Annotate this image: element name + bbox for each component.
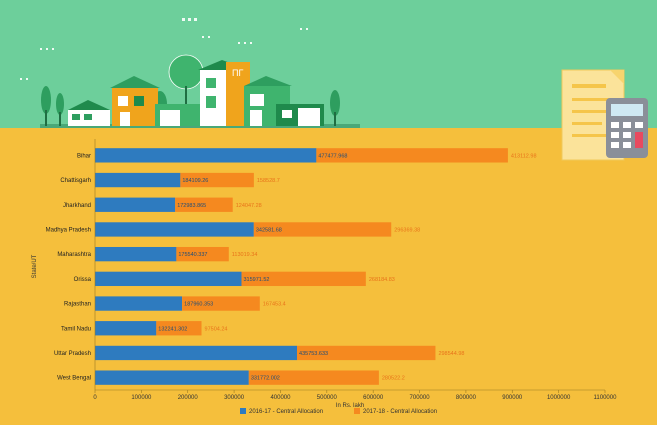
plot-area: 477477.968 413112.98 184109.26 158528.7 1729… <box>32 139 617 415</box>
data-label-2016-17-orissa: 315971.52 <box>243 277 269 283</box>
category-label-chattisgarh: Chattisgarh <box>60 178 91 184</box>
calculator-icon <box>606 98 648 158</box>
bar-2016-17-maharashtra <box>95 246 177 262</box>
category-label-rajasthan: Rajasthan <box>64 302 91 308</box>
data-label-2017-18-orissa: 268184.83 <box>369 277 395 283</box>
x-tick-label: 200000 <box>178 395 199 401</box>
category-label-uttar-pradesh: Uttar Pradesh <box>54 351 91 357</box>
bar-2017-18-uttar-pradesh <box>297 345 436 361</box>
x-tick-label: 1000000 <box>547 395 571 401</box>
bar-2016-17-tamil-nadu <box>95 321 157 336</box>
bar-2016-17-chattisgarh <box>95 172 181 188</box>
data-label-2016-17-rajasthan: 187960.353 <box>184 302 213 308</box>
legend-label-2016-17: 2016-17 - Central Allocation <box>249 409 323 415</box>
x-tick-labels: 0 100000 200000 300000 400000 500000 600000 700… <box>93 390 617 401</box>
category-labels-layer: Bihar Chattisgarh Jharkhand Madhya Pradesh M… <box>46 153 92 381</box>
category-label-madhya-pradesh: Madhya Pradesh <box>46 227 91 233</box>
data-label-2016-17-tamil-nadu: 132241.302 <box>158 326 187 332</box>
bar-2016-17-west-bengal <box>95 370 249 385</box>
data-label-2016-17-west-bengal: 331772.002 <box>251 376 280 382</box>
bar-2017-18-maharashtra <box>176 246 229 262</box>
data-label-2017-18-rajasthan: 167453.4 <box>263 302 286 308</box>
bar-2017-18-orissa <box>241 271 366 287</box>
bar-2017-18-madhya-pradesh <box>253 222 392 237</box>
x-tick-label: 900000 <box>502 395 523 401</box>
data-label-2017-18-jharkhand: 124047.28 <box>236 203 262 209</box>
data-label-2016-17-uttar-pradesh: 435753.633 <box>299 351 328 357</box>
legend: 2016-17 - Central Allocation 2017-18 - C… <box>240 408 437 415</box>
legend-label-2017-18: 2017-18 - Central Allocation <box>363 409 437 415</box>
data-label-2017-18-chattisgarh: 158528.7 <box>257 178 280 184</box>
x-tick-label: 300000 <box>224 395 245 401</box>
category-label-west-bengal: West Bengal <box>57 376 91 382</box>
x-tick-label: 1100000 <box>594 395 618 401</box>
bar-2017-18-jharkhand <box>175 197 233 212</box>
x-tick-label: 100000 <box>131 395 152 401</box>
x-tick-label: 500000 <box>317 395 338 401</box>
bar-2016-17-jharkhand <box>95 197 176 212</box>
legend-swatch-2017-18 <box>354 408 360 414</box>
x-axis-title: In Rs. lakh <box>336 403 364 409</box>
bar-2017-18-west-bengal <box>248 370 379 385</box>
data-label-2017-18-uttar-pradesh: 298544.98 <box>438 351 464 357</box>
data-label-2016-17-madhya-pradesh: 342581.68 <box>256 227 282 233</box>
category-label-maharashtra: Maharashtra <box>57 252 91 258</box>
x-tick-label: 600000 <box>363 395 384 401</box>
sky-background <box>0 0 657 128</box>
category-label-jharkhand: Jharkhand <box>63 203 91 209</box>
x-tick-label: 700000 <box>410 395 431 401</box>
bars-layer <box>95 148 508 385</box>
x-tick-label: 0 <box>93 395 97 401</box>
data-label-2016-17-jharkhand: 172983.865 <box>177 203 206 209</box>
data-label-2016-17-bihar: 477477.968 <box>318 153 347 159</box>
data-label-2017-18-madhya-pradesh: 296369.38 <box>394 227 420 233</box>
legend-swatch-2016-17 <box>240 408 246 414</box>
bar-2017-18-chattisgarh <box>180 172 254 188</box>
data-label-2017-18-bihar: 413112.98 <box>511 153 537 159</box>
bar-2016-17-rajasthan <box>95 296 183 311</box>
data-label-2017-18-maharashtra: 113019.34 <box>232 252 258 258</box>
category-label-bihar: Bihar <box>77 153 91 159</box>
category-label-orissa: Orissa <box>74 277 92 283</box>
svg-text:ΠΓ: ΠΓ <box>232 68 243 78</box>
x-tick-label: 800000 <box>456 395 477 401</box>
bar-2016-17-madhya-pradesh <box>95 222 254 237</box>
bar-2016-17-uttar-pradesh <box>95 345 298 361</box>
data-label-2016-17-chattisgarh: 184109.26 <box>182 178 208 184</box>
bar-2017-18-bihar <box>316 148 508 163</box>
bar-2016-17-bihar <box>95 148 317 163</box>
x-axis: 0 100000 200000 300000 400000 500000 600000 700… <box>93 389 617 401</box>
bar-2016-17-orissa <box>95 271 242 287</box>
x-tick-label: 400000 <box>270 395 291 401</box>
data-label-2017-18-tamil-nadu: 97504.24 <box>205 326 228 332</box>
category-label-tamil-nadu: Tamil Nadu <box>61 326 91 332</box>
bar-2017-18-tamil-nadu <box>156 321 202 336</box>
data-label-2017-18-west-bengal: 280522.2 <box>382 376 405 382</box>
bar-2017-18-rajasthan <box>182 296 260 311</box>
y-axis-title: State/UT <box>32 254 38 278</box>
data-label-2016-17-maharashtra: 175540.337 <box>178 252 207 258</box>
houses-and-trees-illustration: ΠΓ <box>20 18 360 128</box>
data-labels-layer: 477477.968 413112.98 184109.26 158528.7 1729… <box>158 153 536 381</box>
